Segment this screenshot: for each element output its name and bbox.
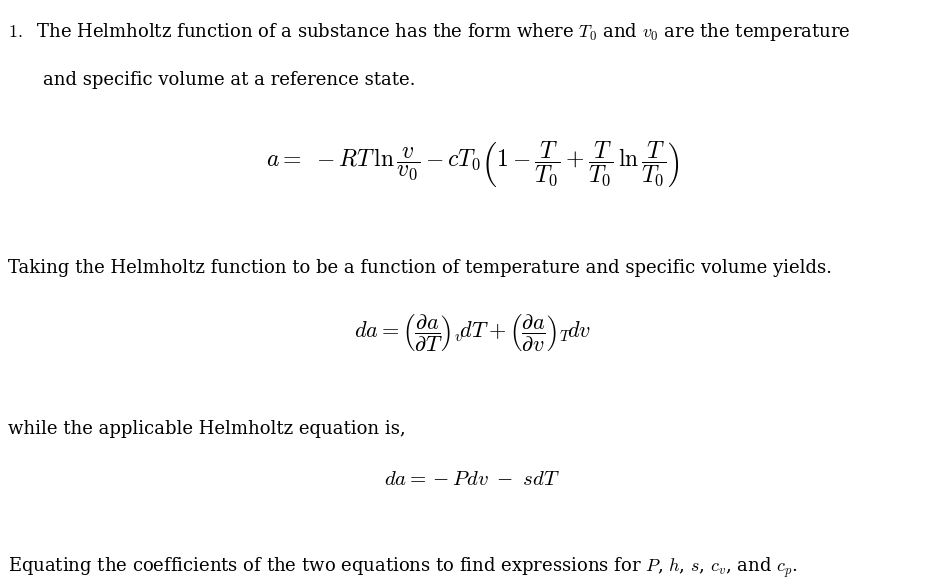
Text: $\mathit{da} = -P\mathit{dv}\ -\ s\mathit{dT}$: $\mathit{da} = -P\mathit{dv}\ -\ s\mathi…	[384, 470, 560, 489]
Text: and specific volume at a reference state.: and specific volume at a reference state…	[43, 71, 415, 89]
Text: $da = \left(\dfrac{\partial a}{\partial T}\right)_v \! dT + \left(\dfrac{\partia: $da = \left(\dfrac{\partial a}{\partial …	[354, 312, 590, 353]
Text: Equating the coefficients of the two equations to find expressions for $P$, $h$,: Equating the coefficients of the two equ…	[8, 556, 797, 580]
Text: while the applicable Helmholtz equation is,: while the applicable Helmholtz equation …	[8, 420, 405, 439]
Text: Taking the Helmholtz function to be a function of temperature and specific volum: Taking the Helmholtz function to be a fu…	[8, 259, 831, 277]
Text: $a = \ -RT\,\ln\dfrac{v}{v_0} - cT_0\left(1 - \dfrac{T}{T_0} + \dfrac{T}{T_0}\,\: $a = \ -RT\,\ln\dfrac{v}{v_0} - cT_0\lef…	[265, 139, 679, 190]
Text: $\mathbf{1.}$  The Helmholtz function of a substance has the form where $T_0$ an: $\mathbf{1.}$ The Helmholtz function of …	[8, 21, 850, 42]
